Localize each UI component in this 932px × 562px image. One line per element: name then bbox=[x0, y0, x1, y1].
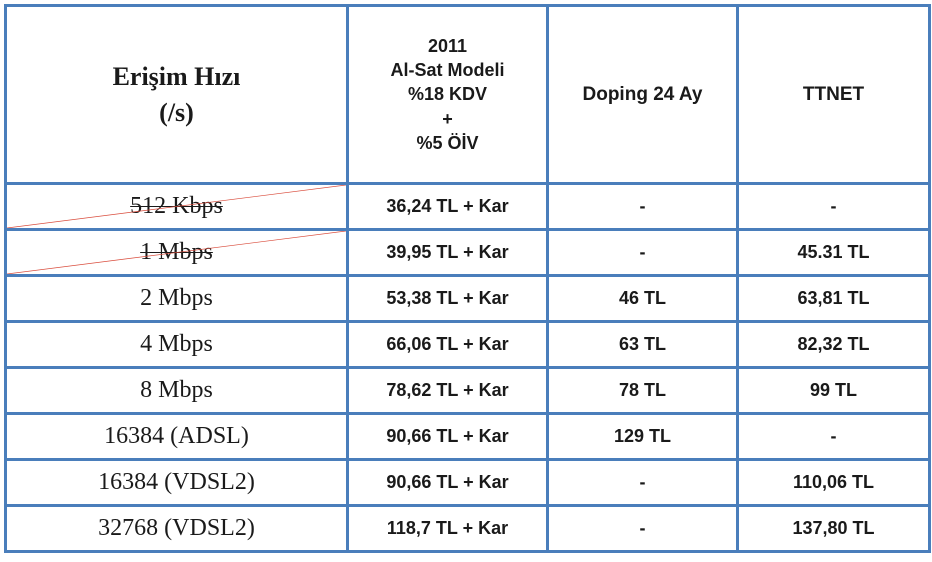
doping-cell: 46 TL bbox=[548, 276, 738, 322]
col-header-model: 2011 Al-Sat Modeli %18 KDV + %5 ÖİV bbox=[348, 6, 548, 184]
model-cell: 90,66 TL + Kar bbox=[348, 414, 548, 460]
header-row: Erişim Hızı (/s) 2011 Al-Sat Modeli %18 … bbox=[6, 6, 930, 184]
model-cell: 39,95 TL + Kar bbox=[348, 230, 548, 276]
pricing-table-body: 512 Kbps36,24 TL + Kar--1 Mbps39,95 TL +… bbox=[6, 184, 930, 552]
speed-label: 512 Kbps bbox=[130, 193, 223, 219]
ttnet-cell: - bbox=[738, 184, 930, 230]
model-header-l1: Al-Sat Modeli bbox=[353, 58, 542, 82]
ttnet-cell: 45.31 TL bbox=[738, 230, 930, 276]
ttnet-cell: 137,80 TL bbox=[738, 506, 930, 552]
table-row: 4 Mbps 66,06 TL + Kar63 TL82,32 TL bbox=[6, 322, 930, 368]
ttnet-cell: 63,81 TL bbox=[738, 276, 930, 322]
table-row: 8 Mbps 78,62 TL + Kar78 TL99 TL bbox=[6, 368, 930, 414]
col-header-ttnet: TTNET bbox=[738, 6, 930, 184]
col-header-doping: Doping 24 Ay bbox=[548, 6, 738, 184]
speed-label: 32768 (VDSL2) bbox=[98, 515, 255, 541]
doping-cell: - bbox=[548, 184, 738, 230]
model-header-l0: 2011 bbox=[353, 34, 542, 58]
pricing-table: Erişim Hızı (/s) 2011 Al-Sat Modeli %18 … bbox=[4, 4, 931, 553]
doping-cell: 63 TL bbox=[548, 322, 738, 368]
speed-label: 16384 (VDSL2) bbox=[98, 469, 255, 495]
model-cell: 36,24 TL + Kar bbox=[348, 184, 548, 230]
ttnet-cell: 110,06 TL bbox=[738, 460, 930, 506]
model-header-l4: %5 ÖİV bbox=[353, 131, 542, 155]
table-row: 16384 (ADSL) 90,66 TL + Kar129 TL- bbox=[6, 414, 930, 460]
speed-header-l1: Erişim Hızı bbox=[113, 62, 241, 91]
speed-label: 2 Mbps bbox=[140, 285, 213, 311]
table-row: 32768 (VDSL2) 118,7 TL + Kar-137,80 TL bbox=[6, 506, 930, 552]
speed-cell: 512 Kbps bbox=[6, 184, 348, 230]
model-header-l2: %18 KDV bbox=[353, 82, 542, 106]
doping-cell: 78 TL bbox=[548, 368, 738, 414]
model-cell: 78,62 TL + Kar bbox=[348, 368, 548, 414]
speed-cell: 4 Mbps bbox=[6, 322, 348, 368]
model-header-l3: + bbox=[353, 107, 542, 131]
speed-label: 16384 (ADSL) bbox=[104, 423, 249, 449]
doping-cell: - bbox=[548, 460, 738, 506]
table-row: 512 Kbps36,24 TL + Kar-- bbox=[6, 184, 930, 230]
col-header-speed: Erişim Hızı (/s) bbox=[6, 6, 348, 184]
speed-cell: 16384 (VDSL2) bbox=[6, 460, 348, 506]
speed-label: 4 Mbps bbox=[140, 331, 213, 357]
speed-cell: 16384 (ADSL) bbox=[6, 414, 348, 460]
doping-cell: 129 TL bbox=[548, 414, 738, 460]
model-cell: 118,7 TL + Kar bbox=[348, 506, 548, 552]
doping-cell: - bbox=[548, 230, 738, 276]
speed-header-l2: (/s) bbox=[159, 98, 194, 127]
speed-cell: 32768 (VDSL2) bbox=[6, 506, 348, 552]
ttnet-cell: 82,32 TL bbox=[738, 322, 930, 368]
table-row: 2 Mbps 53,38 TL + Kar46 TL63,81 TL bbox=[6, 276, 930, 322]
model-cell: 66,06 TL + Kar bbox=[348, 322, 548, 368]
ttnet-cell: - bbox=[738, 414, 930, 460]
ttnet-cell: 99 TL bbox=[738, 368, 930, 414]
speed-label: 1 Mbps bbox=[140, 239, 213, 265]
model-cell: 53,38 TL + Kar bbox=[348, 276, 548, 322]
table-row: 16384 (VDSL2) 90,66 TL + Kar-110,06 TL bbox=[6, 460, 930, 506]
doping-cell: - bbox=[548, 506, 738, 552]
speed-cell: 2 Mbps bbox=[6, 276, 348, 322]
speed-label: 8 Mbps bbox=[140, 377, 213, 403]
speed-cell: 1 Mbps bbox=[6, 230, 348, 276]
model-cell: 90,66 TL + Kar bbox=[348, 460, 548, 506]
table-row: 1 Mbps 39,95 TL + Kar-45.31 TL bbox=[6, 230, 930, 276]
speed-cell: 8 Mbps bbox=[6, 368, 348, 414]
